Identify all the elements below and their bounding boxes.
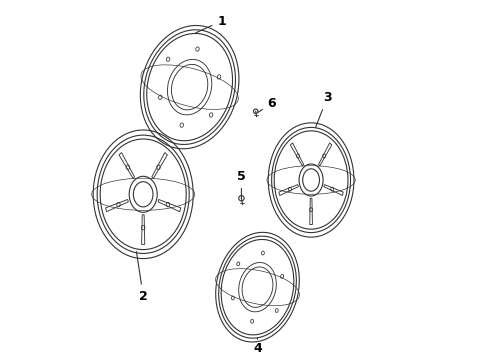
Text: 4: 4	[253, 338, 262, 355]
Text: 3: 3	[316, 91, 331, 127]
Text: 2: 2	[136, 252, 147, 303]
Text: 5: 5	[237, 170, 246, 199]
Text: 6: 6	[258, 97, 276, 112]
Text: 1: 1	[196, 14, 226, 33]
